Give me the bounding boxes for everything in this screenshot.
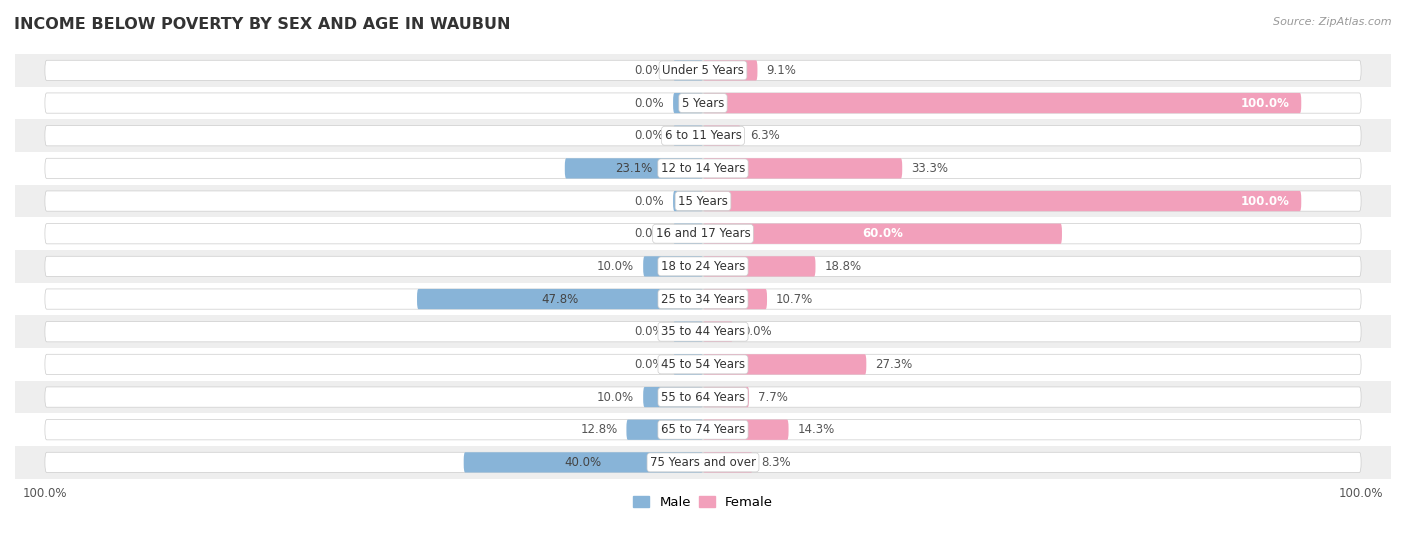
Text: 12 to 14 Years: 12 to 14 Years bbox=[661, 162, 745, 175]
Text: 16 and 17 Years: 16 and 17 Years bbox=[655, 227, 751, 240]
Text: 0.0%: 0.0% bbox=[634, 129, 664, 142]
Bar bbox=[15, 348, 1391, 381]
FancyBboxPatch shape bbox=[45, 354, 1361, 374]
Text: INCOME BELOW POVERTY BY SEX AND AGE IN WAUBUN: INCOME BELOW POVERTY BY SEX AND AGE IN W… bbox=[14, 17, 510, 32]
Legend: Male, Female: Male, Female bbox=[627, 491, 779, 514]
Bar bbox=[15, 250, 1391, 283]
FancyBboxPatch shape bbox=[45, 158, 1361, 179]
FancyBboxPatch shape bbox=[45, 224, 1361, 244]
Bar bbox=[15, 185, 1391, 218]
Text: 35 to 44 Years: 35 to 44 Years bbox=[661, 325, 745, 338]
Text: 9.1%: 9.1% bbox=[766, 64, 796, 77]
FancyBboxPatch shape bbox=[673, 93, 703, 113]
Text: 10.0%: 10.0% bbox=[598, 391, 634, 403]
Text: 27.3%: 27.3% bbox=[876, 358, 912, 371]
FancyBboxPatch shape bbox=[703, 158, 903, 179]
Text: 10.7%: 10.7% bbox=[776, 292, 813, 306]
FancyBboxPatch shape bbox=[673, 191, 703, 211]
FancyBboxPatch shape bbox=[703, 60, 758, 80]
Text: 0.0%: 0.0% bbox=[634, 227, 664, 240]
Text: 12.8%: 12.8% bbox=[581, 423, 617, 436]
Text: 65 to 74 Years: 65 to 74 Years bbox=[661, 423, 745, 436]
FancyBboxPatch shape bbox=[703, 256, 815, 277]
FancyBboxPatch shape bbox=[673, 354, 703, 374]
Text: 18.8%: 18.8% bbox=[824, 260, 862, 273]
Text: 7.7%: 7.7% bbox=[758, 391, 787, 403]
FancyBboxPatch shape bbox=[45, 126, 1361, 146]
Bar bbox=[15, 86, 1391, 119]
Bar bbox=[15, 54, 1391, 86]
FancyBboxPatch shape bbox=[45, 289, 1361, 309]
FancyBboxPatch shape bbox=[643, 256, 703, 277]
FancyBboxPatch shape bbox=[703, 321, 733, 342]
Text: 10.0%: 10.0% bbox=[598, 260, 634, 273]
FancyBboxPatch shape bbox=[45, 93, 1361, 113]
FancyBboxPatch shape bbox=[643, 387, 703, 407]
Bar bbox=[15, 283, 1391, 315]
FancyBboxPatch shape bbox=[703, 93, 1302, 113]
Text: 5 Years: 5 Years bbox=[682, 97, 724, 109]
Bar bbox=[15, 152, 1391, 185]
FancyBboxPatch shape bbox=[627, 420, 703, 440]
FancyBboxPatch shape bbox=[703, 126, 741, 146]
Text: 100.0%: 100.0% bbox=[1240, 97, 1289, 109]
Text: 0.0%: 0.0% bbox=[634, 64, 664, 77]
Text: 6 to 11 Years: 6 to 11 Years bbox=[665, 129, 741, 142]
Text: 14.3%: 14.3% bbox=[797, 423, 835, 436]
Text: 60.0%: 60.0% bbox=[862, 227, 903, 240]
Text: 0.0%: 0.0% bbox=[634, 358, 664, 371]
FancyBboxPatch shape bbox=[45, 191, 1361, 211]
Text: Source: ZipAtlas.com: Source: ZipAtlas.com bbox=[1274, 17, 1392, 27]
Text: 6.3%: 6.3% bbox=[749, 129, 779, 142]
Text: 15 Years: 15 Years bbox=[678, 195, 728, 208]
Bar bbox=[15, 218, 1391, 250]
Text: 0.0%: 0.0% bbox=[742, 325, 772, 338]
Text: 47.8%: 47.8% bbox=[541, 292, 579, 306]
FancyBboxPatch shape bbox=[673, 321, 703, 342]
FancyBboxPatch shape bbox=[673, 60, 703, 80]
Text: 25 to 34 Years: 25 to 34 Years bbox=[661, 292, 745, 306]
Text: 8.3%: 8.3% bbox=[762, 456, 792, 469]
Text: 45 to 54 Years: 45 to 54 Years bbox=[661, 358, 745, 371]
FancyBboxPatch shape bbox=[45, 256, 1361, 277]
FancyBboxPatch shape bbox=[565, 158, 703, 179]
FancyBboxPatch shape bbox=[703, 224, 1062, 244]
Bar bbox=[15, 413, 1391, 446]
Text: Under 5 Years: Under 5 Years bbox=[662, 64, 744, 77]
Text: 0.0%: 0.0% bbox=[634, 195, 664, 208]
FancyBboxPatch shape bbox=[703, 453, 752, 473]
Text: 55 to 64 Years: 55 to 64 Years bbox=[661, 391, 745, 403]
FancyBboxPatch shape bbox=[673, 224, 703, 244]
Text: 18 to 24 Years: 18 to 24 Years bbox=[661, 260, 745, 273]
Text: 0.0%: 0.0% bbox=[634, 325, 664, 338]
FancyBboxPatch shape bbox=[45, 453, 1361, 473]
FancyBboxPatch shape bbox=[703, 420, 789, 440]
Text: 23.1%: 23.1% bbox=[616, 162, 652, 175]
FancyBboxPatch shape bbox=[464, 453, 703, 473]
Bar bbox=[15, 315, 1391, 348]
FancyBboxPatch shape bbox=[45, 387, 1361, 407]
Text: 0.0%: 0.0% bbox=[634, 97, 664, 109]
FancyBboxPatch shape bbox=[703, 191, 1302, 211]
FancyBboxPatch shape bbox=[673, 126, 703, 146]
FancyBboxPatch shape bbox=[703, 354, 866, 374]
Bar bbox=[15, 381, 1391, 413]
Bar bbox=[15, 446, 1391, 479]
FancyBboxPatch shape bbox=[703, 289, 768, 309]
FancyBboxPatch shape bbox=[45, 321, 1361, 342]
Bar bbox=[15, 119, 1391, 152]
Text: 40.0%: 40.0% bbox=[565, 456, 602, 469]
FancyBboxPatch shape bbox=[45, 420, 1361, 440]
Text: 100.0%: 100.0% bbox=[1240, 195, 1289, 208]
FancyBboxPatch shape bbox=[45, 60, 1361, 80]
FancyBboxPatch shape bbox=[418, 289, 703, 309]
Text: 33.3%: 33.3% bbox=[911, 162, 948, 175]
FancyBboxPatch shape bbox=[703, 387, 749, 407]
Text: 75 Years and over: 75 Years and over bbox=[650, 456, 756, 469]
